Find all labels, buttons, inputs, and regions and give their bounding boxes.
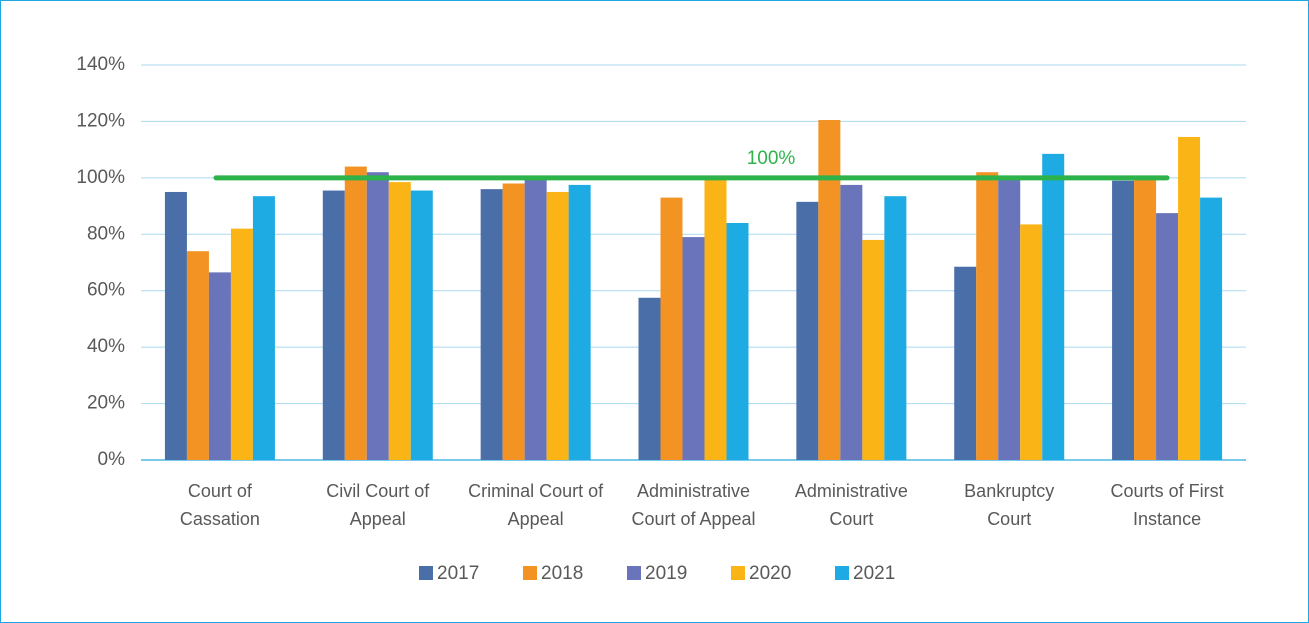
x-tick-label: Civil Court of Appeal	[326, 481, 430, 529]
bar	[1156, 213, 1179, 460]
x-tick-label: Courts of First Instance	[1110, 481, 1224, 529]
bar	[682, 237, 705, 460]
bar	[388, 182, 411, 460]
bar	[164, 191, 187, 460]
bar	[638, 297, 661, 460]
legend-swatch	[835, 566, 849, 580]
bar	[660, 197, 683, 460]
y-tick-label: 20%	[87, 393, 125, 414]
legend-label: 2018	[541, 563, 583, 584]
y-tick-label: 0%	[98, 449, 126, 470]
bar	[796, 201, 819, 460]
bar	[1112, 180, 1135, 460]
bar	[884, 196, 907, 461]
y-tick-label: 60%	[87, 280, 125, 301]
y-tick-label: 120%	[76, 110, 125, 131]
bar	[1200, 197, 1223, 460]
bar	[208, 272, 231, 460]
bar	[704, 177, 727, 460]
y-tick-label: 40%	[87, 336, 125, 357]
bar	[502, 183, 525, 460]
legend-swatch	[731, 566, 745, 580]
bar	[954, 266, 977, 460]
x-tick-label: Court of Cassation	[179, 481, 260, 529]
bar	[186, 251, 209, 460]
bar	[252, 196, 275, 461]
x-tick-label: Administrative Court	[794, 481, 908, 529]
legend-label: 2017	[437, 563, 479, 584]
y-tick-label: 80%	[87, 223, 125, 244]
bar	[524, 177, 547, 460]
bar	[344, 166, 367, 461]
bar	[322, 190, 345, 460]
legend-swatch	[419, 566, 433, 580]
bar	[410, 190, 433, 460]
x-tick-label: Administrative Court of Appeal	[631, 481, 756, 529]
reference-label: 100%	[747, 148, 796, 169]
bar	[998, 177, 1021, 460]
legend-swatch	[523, 566, 537, 580]
bar	[568, 184, 591, 461]
legend-label: 2019	[645, 563, 687, 584]
bar	[1042, 153, 1065, 460]
legend-swatch	[627, 566, 641, 580]
legend-label: 2020	[749, 563, 791, 584]
bar	[726, 223, 749, 460]
bar	[862, 239, 885, 460]
x-tick-label: Bankruptcy Court	[964, 481, 1055, 529]
bar	[480, 189, 503, 460]
y-tick-label: 100%	[76, 167, 125, 188]
bar	[1134, 177, 1157, 460]
bar	[1178, 136, 1201, 461]
bar	[366, 172, 389, 460]
legend-label: 2021	[853, 563, 895, 584]
bar	[818, 120, 841, 461]
y-tick-label: 140%	[76, 54, 125, 75]
x-tick-label: Criminal Court of Appeal	[468, 481, 604, 529]
bar	[840, 184, 863, 461]
bar	[976, 172, 999, 460]
bar	[546, 191, 569, 460]
bar	[230, 228, 253, 460]
bar	[1020, 224, 1043, 460]
